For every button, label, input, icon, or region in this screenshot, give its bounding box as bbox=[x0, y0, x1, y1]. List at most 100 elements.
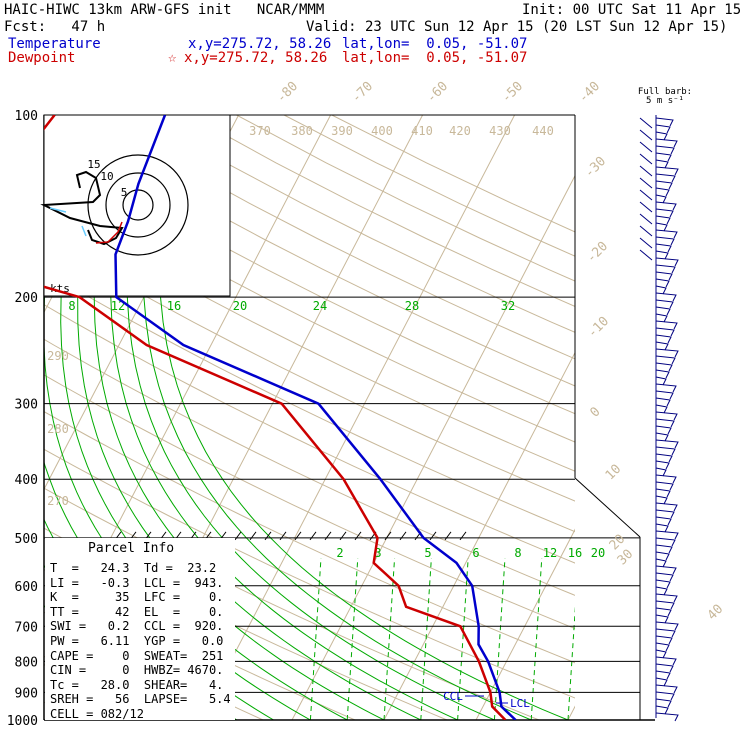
pressure-label: 1000 bbox=[7, 714, 38, 729]
theta-label: 380 bbox=[291, 124, 313, 138]
wind-barb bbox=[655, 551, 670, 561]
wind-barb bbox=[655, 516, 672, 526]
mixing-ratio-line bbox=[346, 558, 359, 720]
hodograph-trace-lower bbox=[95, 221, 123, 244]
wind-barb bbox=[655, 635, 673, 645]
hatch-mark bbox=[309, 531, 317, 541]
hatch-mark bbox=[354, 531, 362, 541]
wind-barb bbox=[639, 177, 653, 189]
parcel-info-row: SREH = 56 LAPSE= 5.4 bbox=[50, 692, 231, 707]
parcel-info-table: T = 24.3 Td = 23.2 LI = -0.3 LCL = 943. K … bbox=[50, 561, 231, 722]
wind-barb bbox=[655, 649, 667, 659]
hatch-mark bbox=[384, 531, 392, 541]
wind-barb bbox=[655, 159, 669, 169]
wind-barb bbox=[655, 187, 670, 197]
hatch-mark bbox=[234, 531, 242, 541]
theta-label: 270 bbox=[47, 494, 69, 508]
wind-barb bbox=[655, 418, 675, 428]
mixing-ratio-line bbox=[309, 558, 322, 720]
temperature-xy: x,y=275.72, 58.26 bbox=[188, 36, 332, 52]
theta-label: 280 bbox=[47, 422, 69, 436]
dry-adiabat-line bbox=[93, 115, 575, 360]
dry-adiabat-line bbox=[44, 237, 575, 502]
wind-barb bbox=[655, 453, 673, 463]
isotherm-label: -30 bbox=[582, 154, 609, 181]
dry-adiabat-line bbox=[44, 338, 575, 596]
wind-barb bbox=[655, 362, 673, 372]
wind-barb bbox=[639, 237, 653, 249]
init-time: Init: 00 UTC Sat 11 Apr 15 bbox=[522, 2, 740, 18]
hodograph-box bbox=[43, 114, 231, 297]
isotherm-label: -80 bbox=[274, 79, 301, 106]
dewpoint-profile bbox=[44, 115, 507, 720]
wind-barb bbox=[655, 117, 674, 127]
wind-barb bbox=[655, 306, 671, 316]
hodograph-trace bbox=[40, 170, 124, 246]
forecast-hour: Fcst: 47 h bbox=[4, 19, 106, 35]
mixing-ratio-label: 20 bbox=[233, 299, 247, 313]
wind-barb bbox=[655, 600, 675, 610]
wind-barb bbox=[655, 313, 668, 323]
hodograph-ring bbox=[87, 154, 189, 256]
wind-barb bbox=[655, 383, 677, 393]
wind-barb bbox=[655, 537, 676, 547]
wind-barb bbox=[655, 411, 678, 421]
wind-barb bbox=[655, 271, 673, 281]
parcel-info-row: PW = 6.11 YGP = 0.0 bbox=[50, 633, 224, 648]
wind-barb bbox=[655, 229, 678, 239]
dry-adiabat-line bbox=[44, 270, 575, 533]
wind-barb bbox=[655, 705, 669, 715]
wind-barb bbox=[655, 607, 672, 617]
theta-label: 430 bbox=[489, 124, 511, 138]
hatch-mark bbox=[459, 531, 467, 541]
dry-adiabat-line bbox=[44, 411, 575, 664]
isotherm-line bbox=[383, 351, 575, 720]
star-icon: ☆ bbox=[168, 50, 177, 66]
wind-barb bbox=[655, 166, 679, 176]
mixing-ratio-line bbox=[530, 558, 543, 720]
wind-barb bbox=[655, 390, 674, 400]
hatch-mark bbox=[444, 531, 452, 541]
wind-barb bbox=[655, 565, 677, 575]
hatch-mark bbox=[324, 531, 332, 541]
wind-barb bbox=[655, 292, 677, 302]
isotherm-label: 0 bbox=[587, 404, 603, 420]
pressure-label: 200 bbox=[15, 291, 38, 306]
wind-barb bbox=[655, 495, 668, 505]
pressure-label: 100 bbox=[15, 109, 38, 124]
dry-adiabat-line bbox=[283, 115, 575, 257]
dry-adiabat-line bbox=[331, 115, 575, 233]
hodograph-ring-label: 15 bbox=[87, 158, 100, 171]
wind-barb bbox=[655, 593, 678, 603]
dry-adiabat-line bbox=[44, 205, 575, 472]
parcel-info-row: LI = -0.3 LCL = 943. bbox=[50, 575, 224, 590]
wind-barb bbox=[655, 285, 667, 295]
hodograph-ring-label: 10 bbox=[100, 170, 113, 183]
pressure-label: 700 bbox=[15, 620, 38, 635]
wind-barb bbox=[655, 131, 668, 141]
mixing-ratio-line bbox=[420, 558, 432, 720]
hodograph-ring-label: 5 bbox=[121, 186, 128, 199]
hatch-mark bbox=[279, 531, 287, 541]
wind-barb bbox=[639, 249, 653, 261]
wind-barb bbox=[655, 152, 672, 162]
mixing-ratio-label: 32 bbox=[501, 299, 515, 313]
dewpoint-latlon: lat,lon= 0.05, -51.07 bbox=[342, 50, 528, 66]
lcl-label: LCL bbox=[510, 697, 530, 710]
wind-barb bbox=[655, 509, 675, 519]
parcel-info-box bbox=[45, 538, 235, 720]
wind-barb bbox=[655, 530, 679, 540]
wind-barb bbox=[655, 138, 678, 148]
wind-barb bbox=[639, 213, 653, 225]
isotherm-line bbox=[291, 174, 575, 720]
wind-barb bbox=[655, 474, 677, 484]
parcel-info-row: Tc = 28.0 SHEAR= 4. bbox=[50, 677, 224, 692]
wind-barb bbox=[655, 446, 676, 456]
sounding-annotations: CCL LCL bbox=[443, 690, 530, 710]
wind-barb bbox=[655, 299, 674, 309]
wind-barb bbox=[655, 425, 672, 435]
isotherm-label: -60 bbox=[424, 79, 451, 106]
wind-barb bbox=[655, 467, 667, 477]
